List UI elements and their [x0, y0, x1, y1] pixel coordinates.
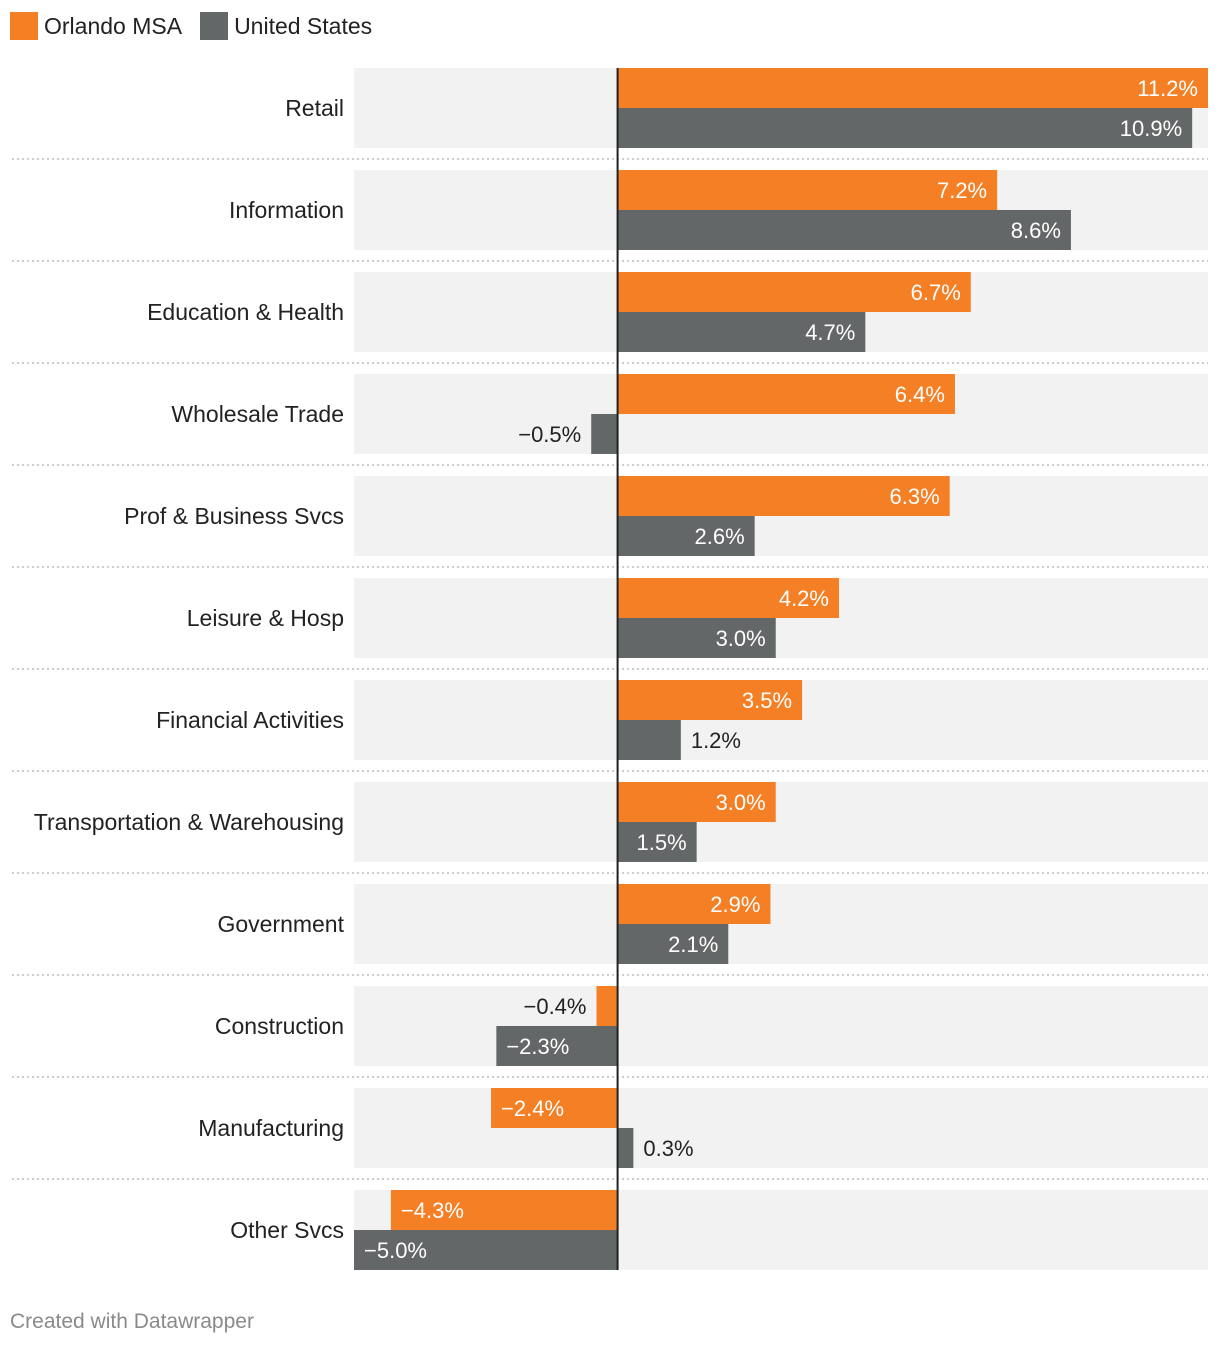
bar-united-states-other-svcs — [354, 1230, 618, 1270]
bar-orlando-msa-wholesale-trade — [617, 374, 955, 414]
data-label-united-states-retail: 10.9% — [1120, 116, 1182, 141]
data-label-orlando-msa-prof-business-svcs: 6.3% — [890, 484, 940, 509]
footer-credit: Created with Datawrapper — [10, 1310, 254, 1333]
category-label-retail: Retail — [285, 95, 344, 121]
bar-orlando-msa-transportation-warehousing — [617, 782, 776, 822]
bar-orlando-msa-retail — [617, 68, 1208, 108]
data-label-orlando-msa-retail: 11.2% — [1137, 76, 1198, 101]
data-label-orlando-msa-manufacturing: −2.4% — [501, 1096, 564, 1121]
category-label-prof-business-svcs: Prof & Business Svcs — [124, 503, 344, 529]
data-label-united-states-other-svcs: −5.0% — [364, 1238, 427, 1263]
data-label-united-states-manufacturing: 0.3% — [643, 1136, 693, 1161]
data-label-united-states-government: 2.1% — [668, 932, 718, 957]
bar-united-states-leisure-hosp — [617, 618, 776, 658]
data-label-united-states-construction: −2.3% — [506, 1034, 569, 1059]
row-background-construction — [354, 986, 1208, 1066]
bar-orlando-msa-leisure-hosp — [617, 578, 839, 618]
bar-united-states-construction — [496, 1026, 618, 1066]
category-label-leisure-hosp: Leisure & Hosp — [187, 605, 344, 631]
category-label-information: Information — [229, 197, 344, 223]
category-label-transportation-warehousing: Transportation & Warehousing — [34, 809, 344, 835]
data-label-orlando-msa-other-svcs: −4.3% — [401, 1198, 464, 1223]
bar-united-states-education-health — [617, 312, 866, 352]
data-label-orlando-msa-information: 7.2% — [937, 178, 987, 203]
data-label-united-states-information: 8.6% — [1011, 218, 1061, 243]
row-background-manufacturing — [354, 1088, 1208, 1168]
data-label-united-states-financial-activities: 1.2% — [691, 728, 741, 753]
bar-orlando-msa-prof-business-svcs — [617, 476, 950, 516]
data-label-united-states-wholesale-trade: −0.5% — [518, 422, 581, 447]
category-label-other-svcs: Other Svcs — [230, 1217, 344, 1243]
bar-orlando-msa-manufacturing — [491, 1088, 618, 1128]
bar-orlando-msa-information — [617, 170, 998, 210]
data-label-orlando-msa-transportation-warehousing: 3.0% — [716, 790, 766, 815]
data-label-orlando-msa-government: 2.9% — [710, 892, 760, 917]
category-label-government: Government — [217, 911, 344, 937]
legend-swatch-us — [200, 12, 229, 40]
legend-label-us: United States — [234, 12, 373, 39]
bar-orlando-msa-financial-activities — [617, 680, 803, 720]
bar-united-states-wholesale-trade — [591, 414, 618, 454]
category-label-construction: Construction — [215, 1013, 344, 1039]
bar-united-states-information — [617, 210, 1071, 250]
row-background-transportation-warehousing — [354, 782, 1208, 862]
bar-orlando-msa-construction — [596, 986, 618, 1026]
data-label-united-states-prof-business-svcs: 2.6% — [694, 524, 744, 549]
data-label-united-states-transportation-warehousing: 1.5% — [636, 830, 686, 855]
bar-united-states-manufacturing — [617, 1128, 634, 1168]
legend-item-orlando: Orlando MSA — [10, 12, 182, 40]
bar-united-states-prof-business-svcs — [617, 516, 755, 556]
data-label-united-states-leisure-hosp: 3.0% — [716, 626, 766, 651]
bar-orlando-msa-other-svcs — [390, 1190, 618, 1230]
data-label-united-states-education-health: 4.7% — [805, 320, 855, 345]
bar-united-states-retail — [617, 108, 1193, 148]
legend-item-us: United States — [200, 12, 372, 40]
legend-swatch-orlando — [10, 12, 38, 40]
category-label-wholesale-trade: Wholesale Trade — [171, 401, 344, 427]
category-label-manufacturing: Manufacturing — [198, 1115, 344, 1141]
data-label-orlando-msa-leisure-hosp: 4.2% — [779, 586, 829, 611]
data-label-orlando-msa-financial-activities: 3.5% — [742, 688, 792, 713]
row-background-government — [354, 884, 1208, 964]
data-label-orlando-msa-education-health: 6.7% — [911, 280, 961, 305]
bar-united-states-government — [617, 924, 729, 964]
bar-united-states-transportation-warehousing — [617, 822, 697, 862]
data-label-orlando-msa-wholesale-trade: 6.4% — [895, 382, 945, 407]
category-label-education-health: Education & Health — [147, 299, 344, 325]
bar-orlando-msa-government — [617, 884, 771, 924]
category-label-financial-activities: Financial Activities — [156, 707, 344, 733]
legend: Orlando MSA United States — [10, 12, 390, 40]
bar-united-states-financial-activities — [617, 720, 681, 760]
data-label-orlando-msa-construction: −0.4% — [523, 994, 586, 1019]
bar-orlando-msa-education-health — [617, 272, 971, 312]
legend-label-orlando: Orlando MSA — [44, 12, 183, 39]
